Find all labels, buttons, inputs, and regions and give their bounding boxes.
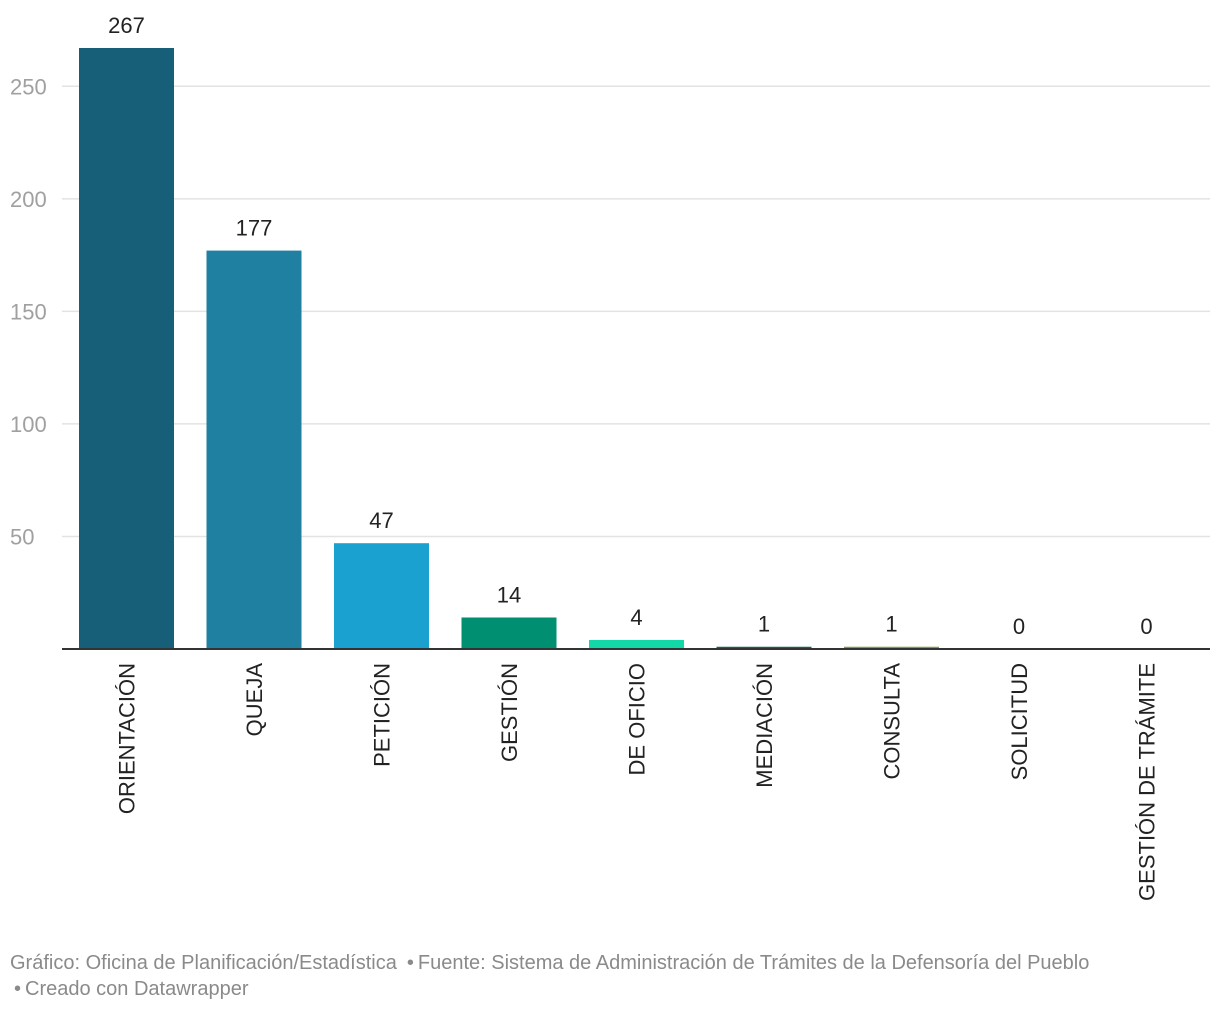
y-tick-label: 250 <box>10 74 47 99</box>
y-tick-label: 50 <box>10 524 34 549</box>
x-tick-label: MEDIACIÓN <box>752 663 777 788</box>
value-label: 4 <box>630 605 642 630</box>
footer-separator: • <box>14 978 22 1000</box>
x-tick-label: PETICIÓN <box>370 663 395 767</box>
bar <box>334 543 429 649</box>
chart-footer: Gráfico: Oficina de Planificación/Estadí… <box>10 950 1210 1002</box>
x-tick-label: GESTIÓN <box>497 663 522 762</box>
value-label: 14 <box>497 582 521 607</box>
x-tick-label: ORIENTACIÓN <box>115 663 140 814</box>
bar <box>716 646 812 649</box>
value-label: 1 <box>758 612 770 637</box>
value-label: 267 <box>108 13 145 38</box>
bar <box>79 48 174 649</box>
footer-source: Fuente: Sistema de Administración de Trá… <box>417 952 1090 974</box>
value-label: 47 <box>369 508 393 533</box>
value-label: 0 <box>1013 614 1025 639</box>
bar <box>461 617 557 649</box>
x-tick-label: DE OFICIO <box>625 663 650 775</box>
footer-made-with: Creado con Datawrapper <box>25 978 249 1000</box>
gridlines: 50 100 150 200 250 <box>10 74 1210 549</box>
y-tick-label: 150 <box>10 299 47 324</box>
x-tick-label: QUEJA <box>242 663 267 737</box>
x-tick-label: SOLICITUD <box>1007 663 1032 780</box>
bar <box>206 250 302 649</box>
footer-separator: • <box>406 952 414 974</box>
value-label: 177 <box>236 216 273 241</box>
value-label: 1 <box>885 612 897 637</box>
bars <box>79 48 939 649</box>
y-tick-label: 200 <box>10 187 47 212</box>
bar <box>844 646 939 649</box>
value-labels: 267 177 47 14 4 1 1 0 0 <box>108 13 1152 639</box>
x-tick-label: CONSULTA <box>880 663 905 780</box>
x-tick-label: GESTIÓN DE TRÁMITE <box>1135 663 1160 901</box>
value-label: 0 <box>1140 614 1152 639</box>
category-labels: ORIENTACIÓN QUEJA PETICIÓN GESTIÓN DE OFICIO… <box>115 663 1160 901</box>
footer-credit: Gráfico: Oficina de Planificación/Estadí… <box>10 952 397 974</box>
bar <box>589 639 684 649</box>
y-tick-label: 100 <box>10 412 47 437</box>
